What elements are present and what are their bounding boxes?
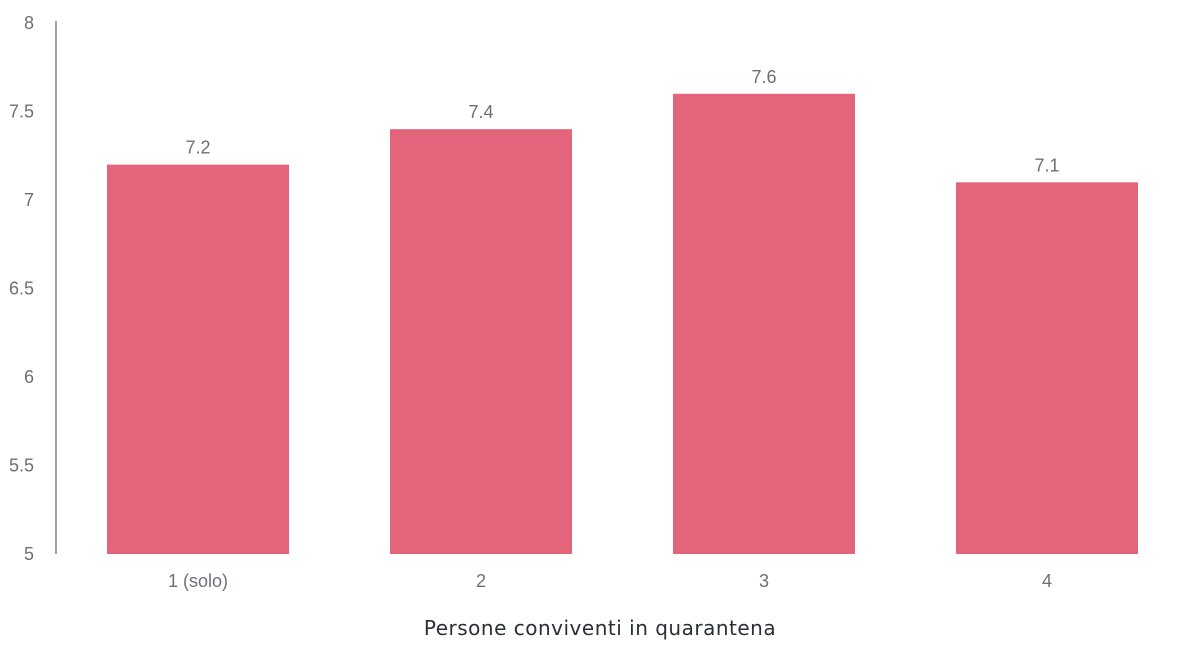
bar-1 [107, 164, 289, 554]
y-tick-label: 5.5 [9, 456, 34, 476]
data-label-3: 7.6 [751, 67, 776, 87]
x-axis-title: Persone conviventi in quarantena [423, 616, 777, 640]
y-tick-label: 8 [24, 13, 34, 33]
x-tick-label-4: 4 [1042, 571, 1052, 591]
bar-3 [673, 93, 855, 555]
y-tick-label: 6.5 [9, 279, 34, 299]
data-label-2: 7.4 [468, 102, 493, 122]
data-label-4: 7.1 [1034, 155, 1059, 175]
bar-4 [956, 182, 1138, 555]
data-label-1: 7.2 [185, 138, 210, 158]
y-tick-label: 6 [24, 367, 34, 387]
y-tick-label: 7 [24, 190, 34, 210]
x-tick-label-1: 1 (solo) [168, 571, 228, 591]
x-tick-label-3: 3 [759, 571, 769, 591]
y-tick-label: 5 [24, 544, 34, 564]
bar-2 [390, 129, 572, 554]
y-tick-label: 7.5 [9, 102, 34, 122]
x-tick-label-2: 2 [476, 571, 486, 591]
